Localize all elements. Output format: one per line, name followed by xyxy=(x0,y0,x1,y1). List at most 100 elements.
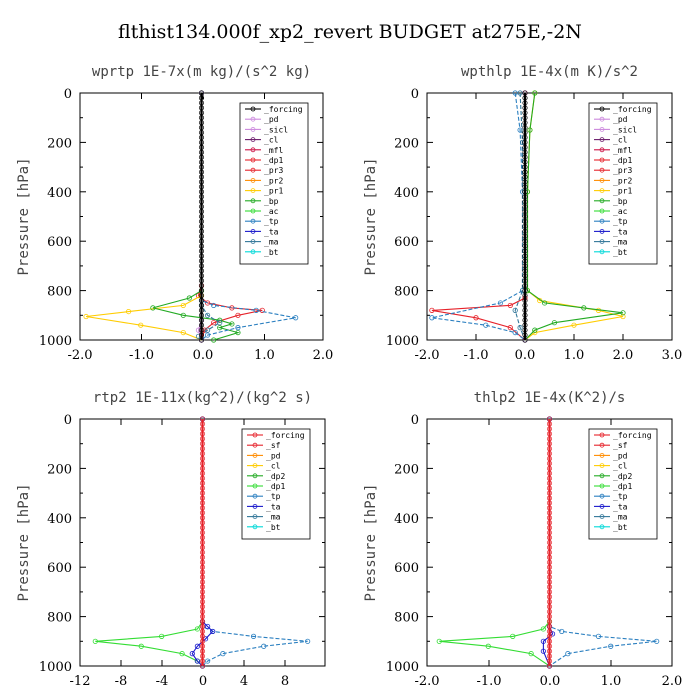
data-point xyxy=(198,154,205,160)
data-point xyxy=(199,609,206,615)
data-point xyxy=(199,594,206,600)
data-point xyxy=(546,584,553,590)
data-point xyxy=(198,213,205,220)
data-point xyxy=(546,446,553,452)
data-point xyxy=(581,305,587,311)
data-point xyxy=(180,312,186,318)
data-point xyxy=(546,633,553,639)
data-point xyxy=(199,653,206,659)
x-tick-label: 1.0 xyxy=(564,348,585,363)
x-tick-label: -1.0 xyxy=(476,674,501,689)
legend-marker xyxy=(250,188,256,194)
y-tick-label: 0 xyxy=(64,413,72,428)
figure-title: flthist134.000f_xp2_revert BUDGET at275E… xyxy=(118,21,582,43)
data-point xyxy=(235,329,241,336)
data-point xyxy=(546,495,553,501)
data-point xyxy=(546,416,553,422)
data-point xyxy=(522,263,528,269)
legend-label: _bt xyxy=(266,523,281,532)
data-point xyxy=(199,465,206,471)
data-point xyxy=(517,325,523,331)
data-point xyxy=(546,490,553,496)
data-point xyxy=(546,579,553,585)
legend-marker xyxy=(252,524,258,530)
data-point xyxy=(522,218,528,224)
data-point xyxy=(522,125,528,131)
data-point xyxy=(220,651,226,657)
data-point xyxy=(546,638,553,644)
data-point xyxy=(199,455,206,462)
legend: _forcing_sf_pd _cl_dp2_dp1_tp_ta _ma_bt xyxy=(241,428,311,540)
data-point xyxy=(522,288,528,294)
x-tick-label: -2.0 xyxy=(414,348,439,363)
y-tick-label: 1000 xyxy=(386,660,419,675)
data-point xyxy=(199,530,206,536)
data-point xyxy=(293,315,299,321)
data-point xyxy=(259,307,265,313)
data-point xyxy=(199,535,206,541)
legend-marker xyxy=(599,167,605,173)
legend-label: _sf xyxy=(266,441,281,450)
data-point xyxy=(198,125,205,131)
legend-label: _mfl xyxy=(264,146,283,155)
panel-title: thlp2 1E-4x(K^2)/s xyxy=(474,390,626,406)
y-axis-label: Pressure [hPa] xyxy=(16,483,32,601)
data-point xyxy=(522,223,528,229)
legend-box xyxy=(241,428,311,540)
data-point xyxy=(217,317,223,323)
legend-label: _dp1 xyxy=(613,156,632,165)
data-point xyxy=(198,218,205,224)
legend-label: _pd xyxy=(264,115,279,124)
data-point xyxy=(199,559,206,565)
panel-title: wprtp 1E-7x(m kg)/(s^2 kg) xyxy=(92,64,311,80)
data-point xyxy=(532,90,538,96)
data-point xyxy=(199,426,206,432)
data-point xyxy=(546,530,553,536)
data-point xyxy=(199,569,206,575)
data-point xyxy=(198,288,205,294)
data-point xyxy=(473,315,479,321)
y-tick-label: 0 xyxy=(64,87,72,102)
data-point xyxy=(198,120,205,126)
data-point xyxy=(180,302,186,309)
data-point xyxy=(199,638,206,644)
data-point xyxy=(546,609,553,615)
legend-marker xyxy=(599,116,605,122)
data-point xyxy=(138,322,144,328)
series-line-pr1 xyxy=(86,93,203,341)
legend: _forcing_pd_sicl_cl_mfl_dp1_pr3_pr2_pr1_… xyxy=(588,102,658,265)
data-point xyxy=(507,325,513,331)
legend-marker xyxy=(250,126,256,132)
y-tick-label: 1000 xyxy=(39,334,72,349)
data-point xyxy=(571,322,577,328)
data-point xyxy=(199,658,206,664)
data-point xyxy=(483,322,489,328)
legend-marker xyxy=(599,198,605,204)
x-tick-label: 2.0 xyxy=(662,674,683,689)
legend-label: _tp xyxy=(264,217,279,226)
data-point xyxy=(198,139,205,145)
data-point xyxy=(198,100,205,106)
data-point xyxy=(512,90,518,96)
data-point xyxy=(199,495,206,501)
legend-label: _cl xyxy=(264,136,279,145)
panels: wprtp 1E-7x(m kg)/(s^2 kg)02004006008001… xyxy=(16,64,682,689)
data-point xyxy=(199,485,206,491)
data-point xyxy=(546,653,553,659)
x-tick-label: 2.0 xyxy=(613,348,634,363)
data-point xyxy=(204,327,211,333)
data-point xyxy=(546,559,553,565)
data-point xyxy=(199,604,206,610)
data-point xyxy=(261,643,267,649)
data-point xyxy=(199,416,206,422)
data-point xyxy=(199,441,206,447)
x-tick-label: 8 xyxy=(281,674,289,689)
data-point xyxy=(194,643,200,649)
data-point xyxy=(198,223,205,229)
legend-label: _ma xyxy=(613,513,628,522)
data-point xyxy=(522,238,528,244)
data-point xyxy=(199,564,206,570)
data-point xyxy=(198,105,205,111)
x-tick-label: -1.0 xyxy=(129,348,154,363)
data-point xyxy=(546,663,553,669)
